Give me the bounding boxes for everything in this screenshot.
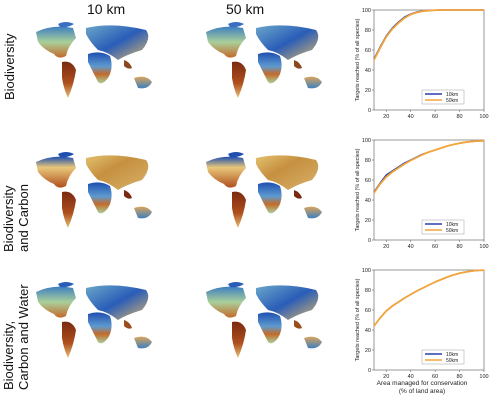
y-tick-label: 20 — [365, 218, 371, 224]
y-tick-label: 80 — [365, 158, 371, 164]
y-tick-label: 40 — [365, 328, 371, 334]
row-label-line: Biodiversity, — [1, 320, 16, 390]
column-header-10km: 10 km — [87, 1, 126, 17]
x-tick-label: 20 — [383, 374, 389, 380]
y-tick-label: 20 — [365, 348, 371, 354]
x-axis-label: Area managed for conservation (% of land… — [352, 380, 489, 396]
legend-label: 50km — [446, 98, 458, 104]
x-tick-label: 80 — [456, 114, 462, 120]
x-axis-label-line-2: (% of land area) — [398, 388, 446, 395]
legend-label: 50km — [446, 358, 458, 364]
legend-label: 50km — [446, 228, 458, 234]
x-tick-label: 100 — [479, 374, 488, 380]
x-axis-label-line-1: Area managed for conservation — [376, 380, 468, 387]
map-biodiversity-10km — [36, 22, 152, 98]
x-tick-label: 20 — [383, 114, 389, 120]
row-label-biodiversity: Biodiversity — [2, 34, 17, 100]
map-biodiversity-carbon-50km — [206, 152, 322, 228]
y-tick-label: 0 — [368, 108, 371, 114]
y-tick-label: 20 — [365, 88, 371, 94]
y-tick-label: 60 — [365, 48, 371, 54]
y-tick-label: 100 — [362, 268, 371, 274]
series-line-50km — [373, 9, 484, 61]
column-header-50km: 50 km — [226, 1, 265, 17]
x-tick-label: 40 — [408, 374, 414, 380]
x-tick-label: 40 — [408, 244, 414, 250]
y-axis-label: Targets reached (% of all species) — [355, 278, 361, 361]
legend-label: 10km — [446, 352, 458, 358]
series-line-50km — [373, 139, 485, 194]
x-tick-label: 20 — [383, 244, 389, 250]
series-line-10km — [373, 9, 484, 60]
y-tick-label: 80 — [365, 288, 371, 294]
row-label-line: Biodiversity — [1, 185, 16, 252]
legend-label: 10km — [446, 222, 458, 228]
y-tick-label: 0 — [368, 238, 371, 244]
map-biodiversity-carbon-water-10km — [36, 282, 152, 358]
y-tick-label: 100 — [362, 8, 371, 14]
row-label-biodiversity-carbon-water: Biodiversity, Carbon and Water — [1, 284, 31, 390]
x-tick-label: 100 — [479, 114, 488, 120]
map-biodiversity-carbon-water-50km — [206, 282, 322, 358]
plot-frame — [373, 269, 485, 371]
y-tick-label: 0 — [368, 368, 371, 374]
y-axis-label: Targets reached (% of all species) — [355, 148, 361, 231]
y-axis-label: Targets reached (% of all species) — [355, 18, 361, 101]
y-tick-label: 40 — [365, 68, 371, 74]
map-biodiversity-50km — [206, 22, 322, 98]
x-tick-label: 60 — [432, 114, 438, 120]
series-line-10km — [373, 269, 485, 327]
series-line-10km — [373, 140, 485, 193]
y-tick-label: 80 — [365, 28, 371, 34]
x-tick-label: 80 — [456, 244, 462, 250]
y-tick-label: 40 — [365, 198, 371, 204]
x-tick-label: 60 — [432, 244, 438, 250]
row-label-biodiversity-carbon: Biodiversity and Carbon — [1, 184, 31, 252]
map-biodiversity-carbon-10km — [36, 152, 152, 228]
y-tick-label: 100 — [362, 138, 371, 144]
series-line-50km — [373, 269, 485, 327]
x-tick-label: 40 — [408, 114, 414, 120]
row-label-line: Biodiversity — [2, 33, 17, 100]
x-tick-label: 60 — [432, 374, 438, 380]
x-tick-label: 80 — [456, 374, 462, 380]
x-tick-label: 100 — [479, 244, 488, 250]
y-tick-label: 60 — [365, 178, 371, 184]
plot-frame — [373, 139, 485, 241]
legend-label: 10km — [446, 92, 458, 98]
y-tick-label: 60 — [365, 308, 371, 314]
